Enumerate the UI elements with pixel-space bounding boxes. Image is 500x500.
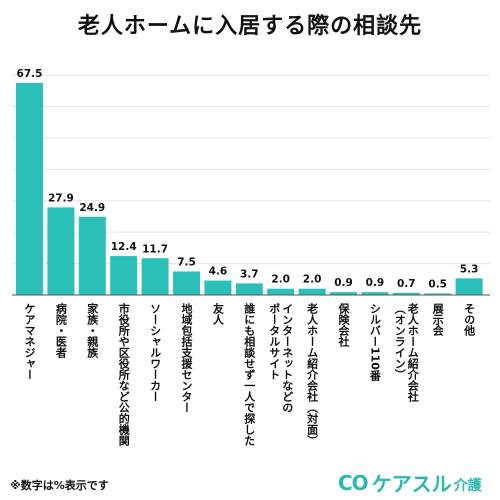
category-label: 保険会社 [337, 302, 351, 348]
category-label: 誰にも相談せず一人で探した [243, 302, 256, 446]
category-label: ポータルサイト [268, 302, 281, 380]
bar [330, 292, 357, 295]
bar [392, 292, 420, 295]
value-label: 5.3 [460, 263, 479, 275]
value-label: 12.4 [111, 241, 137, 253]
bar [16, 83, 43, 295]
bar [267, 288, 295, 295]
bar [455, 278, 483, 295]
category-label: インターネットなどの [281, 303, 294, 413]
brand-name: ケアスル [371, 472, 452, 496]
brand-mark-icon: CO [338, 470, 369, 495]
value-label: 2.0 [303, 274, 322, 286]
bar [424, 293, 452, 295]
value-label: 7.5 [177, 256, 196, 268]
bar [361, 292, 389, 295]
value-label: 11.7 [142, 243, 168, 255]
bars [16, 83, 483, 295]
category-label: その他 [463, 303, 477, 337]
bar [173, 271, 200, 295]
value-label: 3.7 [240, 268, 259, 280]
bar [235, 283, 263, 295]
brand-suffix: 介護 [453, 477, 482, 494]
category-label: 老人ホーム紹介会社 [406, 302, 420, 403]
category-label: 友人 [211, 302, 224, 325]
footnote: ※数字は%表示です [10, 479, 109, 492]
category-label: 病院・医者 [54, 302, 68, 359]
bar [298, 288, 326, 295]
bar [78, 216, 106, 295]
value-label: 0.7 [397, 278, 416, 290]
category-label: 地域包括支援センター [180, 302, 194, 413]
bar [110, 256, 138, 295]
chart-title: 老人ホームに入居する際の相談先 [77, 14, 423, 39]
category-label: シルバー110番 [368, 303, 382, 382]
value-label: 4.6 [209, 266, 228, 278]
value-label: 0.9 [334, 277, 353, 289]
value-label: 67.5 [17, 68, 43, 80]
value-label: 0.9 [366, 277, 385, 289]
bar [47, 207, 75, 295]
value-label: 2.0 [271, 274, 290, 286]
brand-logo: CO ケアスル 介護 [338, 468, 482, 497]
bar [204, 280, 232, 295]
value-label: 24.9 [79, 202, 105, 214]
category-label: 家族・親族 [86, 302, 99, 359]
bar [141, 258, 169, 295]
category-label: ケアマネジャー [23, 303, 36, 380]
value-label: 27.9 [48, 192, 74, 204]
category-label: 老人ホーム紹介会社（対面） [306, 302, 320, 446]
value-label: 0.5 [428, 278, 447, 290]
category-label: 展示会 [431, 303, 445, 337]
category-labels: ケアマネジャー 病院・医者 家族・親族 市役所や区役所など公的機関 ソーシャルワーカー 地… [23, 302, 476, 447]
category-label: ソーシャルワーカー [149, 303, 162, 402]
category-label: 市役所や区役所など公的機関 [117, 302, 131, 447]
value-labels: 67.5 27.9 24.9 12.4 11.7 7.5 4.6 3.7 2.0 2.0 0.9 0.… [17, 68, 479, 290]
category-label: （オンライン） [393, 303, 407, 380]
